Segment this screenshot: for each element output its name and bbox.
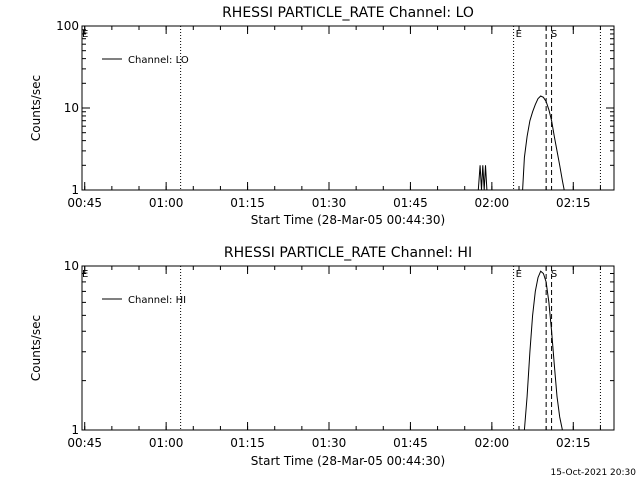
event-marker-label: S	[551, 29, 557, 40]
event-marker-label: S	[551, 269, 557, 280]
y-tick-label: 10	[64, 101, 79, 115]
x-tick-label: 01:45	[393, 196, 428, 210]
legend-label: Channel: HI	[128, 295, 186, 306]
y-tick-label: 1	[71, 183, 79, 197]
y-tick-label: 10	[64, 259, 79, 273]
x-tick-label: 01:15	[230, 196, 265, 210]
x-tick-label: 00:45	[67, 436, 102, 450]
series-line	[523, 270, 563, 431]
x-tick-label: 01:15	[230, 436, 265, 450]
y-axis-label: Counts/sec	[29, 315, 43, 381]
x-tick-label: 01:45	[393, 436, 428, 450]
plot-frame	[81, 265, 615, 431]
chart-title: RHESSI PARTICLE_RATE Channel: HI	[224, 245, 472, 261]
x-tick-label: 02:00	[475, 436, 510, 450]
x-axis-label: Start Time (28-Mar-05 00:44:30)	[251, 213, 445, 227]
series-line	[477, 95, 565, 191]
x-tick-label: 01:00	[149, 436, 184, 450]
x-tick-label: 01:30	[312, 196, 347, 210]
chart-hi: RHESSI PARTICLE_RATE Channel: HI 00:45 01:…	[29, 245, 615, 468]
y-axis-label: Counts/sec	[29, 75, 43, 141]
chart-lo: RHESSI PARTICLE_RATE Channel: LO 00:45 01:…	[29, 5, 615, 227]
x-tick-label: 02:15	[556, 196, 591, 210]
y-tick-label: 1	[71, 423, 79, 437]
x-axis-label: Start Time (28-Mar-05 00:44:30)	[251, 454, 445, 468]
x-tick-label: 02:15	[556, 436, 591, 450]
x-tick-label: 01:30	[312, 436, 347, 450]
legend-label: Channel: LO	[128, 55, 189, 66]
y-tick-label: 100	[56, 19, 79, 33]
x-tick-label: 02:00	[475, 196, 510, 210]
x-tick-label: 01:00	[149, 196, 184, 210]
start-marker-label: E	[82, 29, 88, 40]
chart-title: RHESSI PARTICLE_RATE Channel: LO	[222, 5, 474, 21]
x-tick-label: 00:45	[67, 196, 102, 210]
start-marker-label: E	[82, 269, 88, 280]
footer-date: 15-Oct-2021 20:30	[551, 468, 637, 478]
event-marker-label: E	[516, 29, 522, 40]
event-marker-label: E	[516, 269, 522, 280]
